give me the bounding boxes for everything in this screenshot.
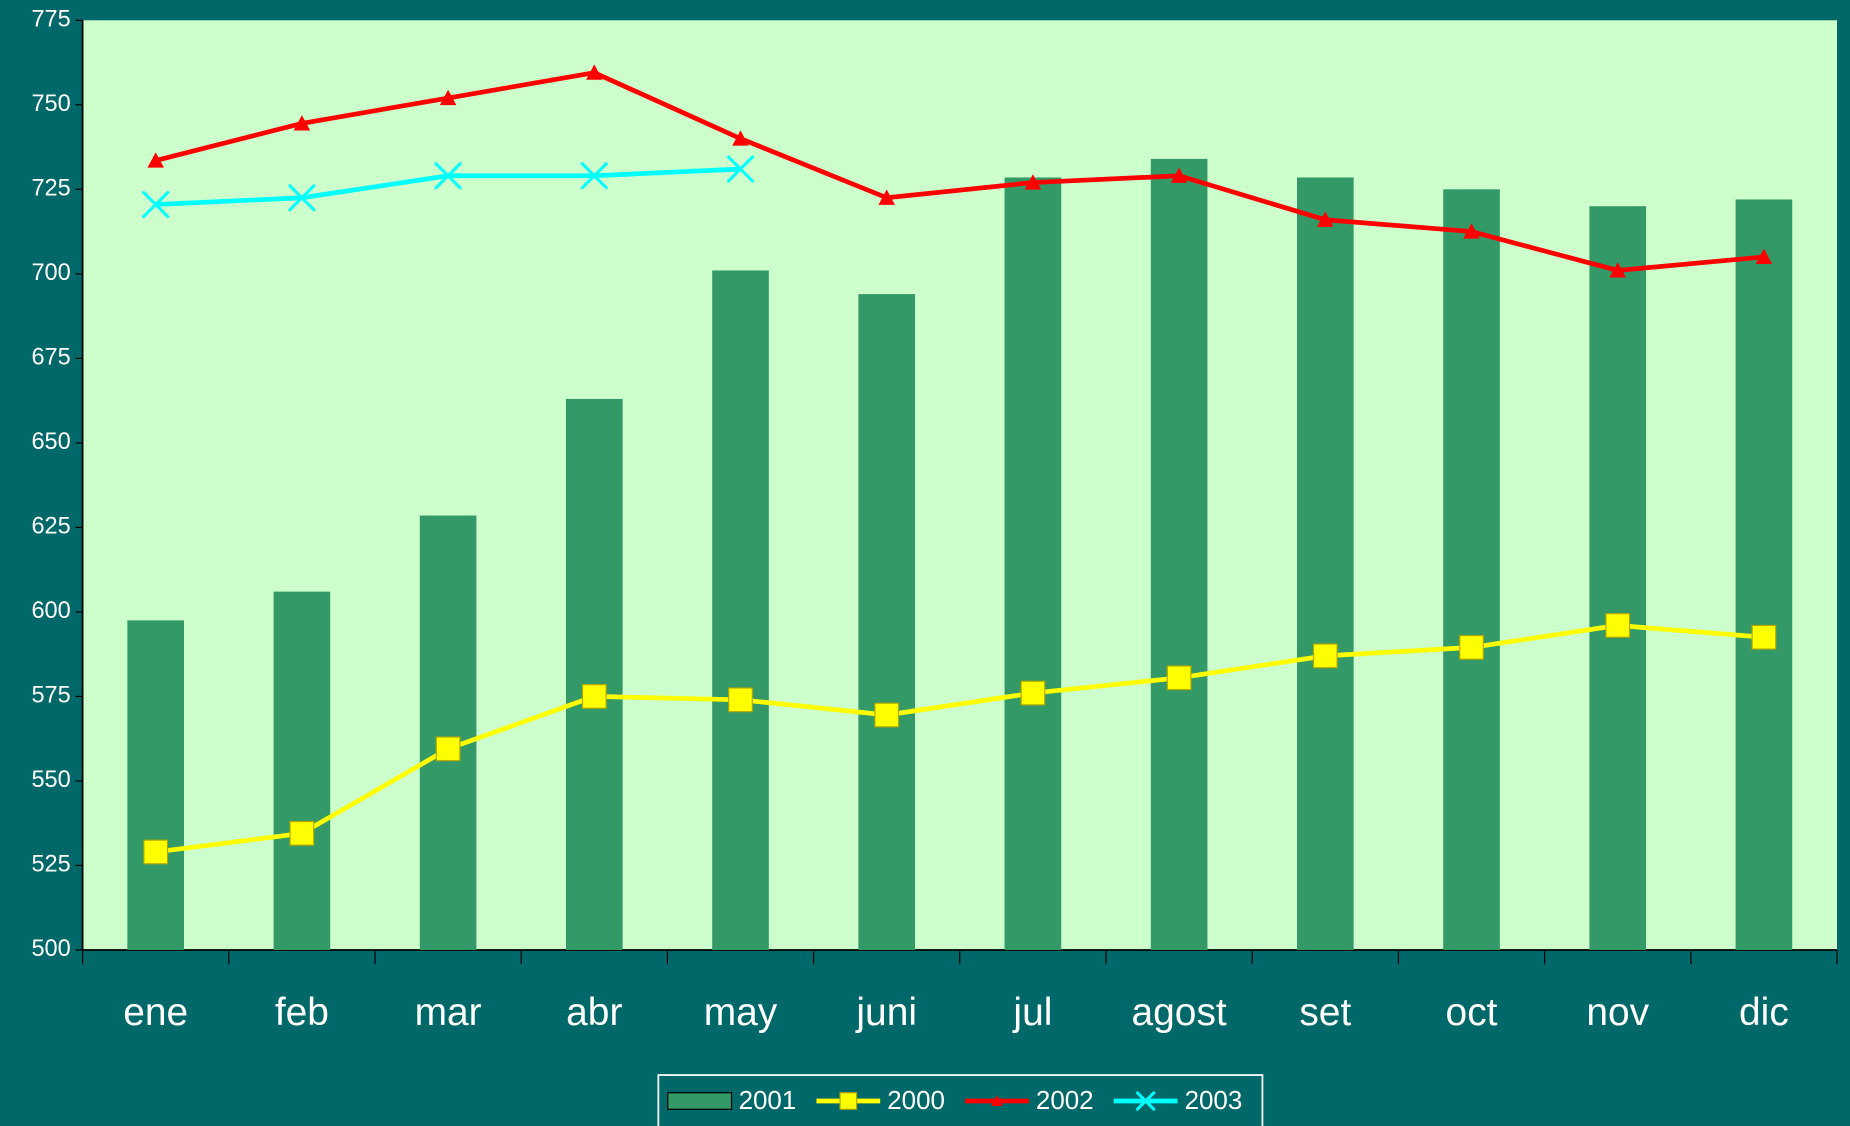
x-tick-label: nov [1586,991,1649,1034]
marker [581,684,607,709]
bar [858,294,916,950]
marker [1317,211,1334,227]
marker [1312,643,1338,669]
x-tick-label: jul [1012,991,1052,1034]
y-tick-label: 575 [31,682,70,708]
line [155,623,1765,855]
marker [1020,680,1046,706]
bar [1443,189,1500,950]
marker [434,161,463,190]
marker [839,1092,858,1110]
marker [287,183,316,212]
bar [127,620,185,950]
y-tick-label: 500 [31,935,70,961]
legend-label: 2002 [1036,1087,1094,1115]
x-tick-label: abr [566,991,622,1034]
y-tick-label: 550 [31,766,70,792]
marker [874,702,900,728]
x-tick-label: dic [1739,991,1789,1034]
bar [1296,177,1354,950]
marker [141,190,170,219]
marker [1170,167,1188,183]
marker [439,89,457,106]
plot-area [82,20,1838,950]
bar [565,398,623,950]
line [155,70,1765,273]
marker [878,189,895,205]
marker [991,1095,1003,1106]
marker [1463,223,1480,239]
x-tick-label: agost [1132,991,1227,1034]
bar [1589,206,1647,950]
y-tick-label: 525 [31,851,70,877]
marker [143,839,169,865]
legend-label: 2003 [1185,1087,1243,1115]
marker [726,155,755,184]
bar [712,270,769,950]
legend-label: 2000 [887,1087,945,1115]
marker [1605,613,1631,638]
x-tick-label: mar [415,991,482,1034]
y-tick-label: 725 [31,175,70,201]
x-tick-label: may [704,991,778,1034]
bar [419,515,477,950]
bar [1150,158,1208,950]
marker [147,152,164,168]
y-tick-label: 675 [31,344,70,370]
marker [289,820,315,846]
marker [580,161,609,190]
marker [728,687,753,713]
marker [435,736,461,762]
legend: 2001 2000 2002 2003 [657,1074,1264,1126]
marker [586,64,603,80]
marker [1135,1090,1156,1112]
y-tick-label: 700 [31,259,70,285]
legend-swatch [667,1092,733,1110]
x-tick-label: juni [855,991,917,1034]
x-tick-label: set [1299,991,1351,1034]
x-tick-label: oct [1446,991,1498,1034]
y-tick-label: 625 [31,513,70,539]
y-tick-label: 775 [31,6,70,32]
y-tick-label: 600 [31,597,70,623]
y-tick-label: 650 [31,428,70,454]
bar [1004,177,1062,950]
marker [732,130,749,146]
legend-label: 2001 [739,1087,797,1115]
bar [1735,199,1793,950]
marker [1166,665,1192,691]
marker [1755,248,1773,265]
marker [1024,174,1042,190]
marker [1609,262,1626,278]
marker [1459,635,1484,660]
y-tick-label: 750 [31,90,70,116]
x-tick-label: feb [275,991,329,1034]
marker [293,115,311,131]
x-tick-label: ene [123,991,188,1034]
marker [1751,624,1777,650]
bar [273,591,331,950]
